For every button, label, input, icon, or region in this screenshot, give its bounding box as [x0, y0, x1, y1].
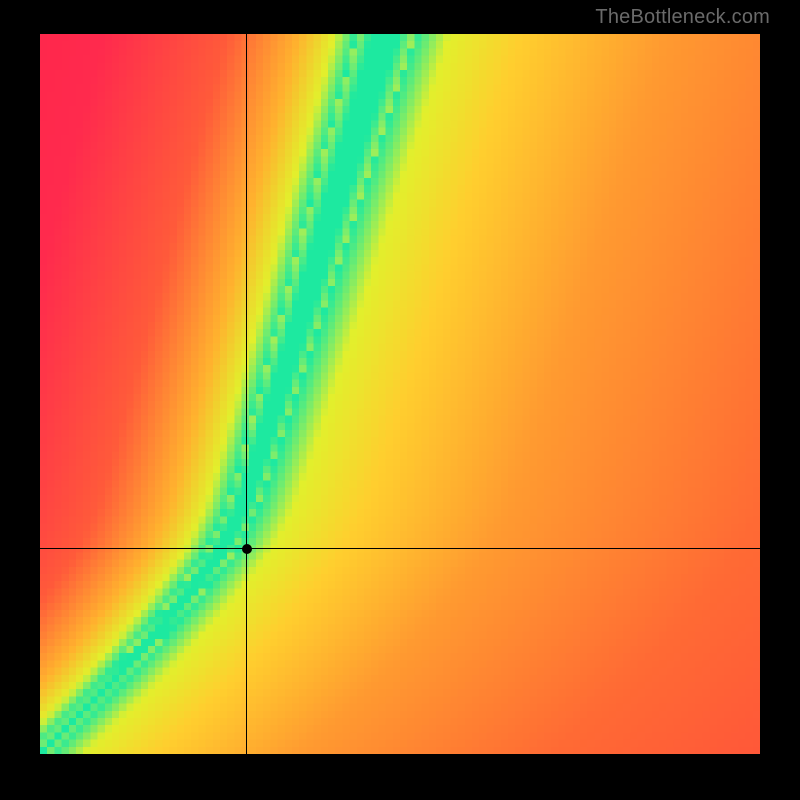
watermark-text: TheBottleneck.com: [595, 6, 770, 29]
crosshair-horizontal: [40, 548, 760, 549]
heatmap-plot-area: [40, 34, 760, 754]
crosshair-vertical: [246, 34, 247, 754]
heatmap-canvas: [40, 34, 760, 754]
image-root: TheBottleneck.com: [0, 0, 800, 800]
marker-dot: [242, 544, 252, 554]
